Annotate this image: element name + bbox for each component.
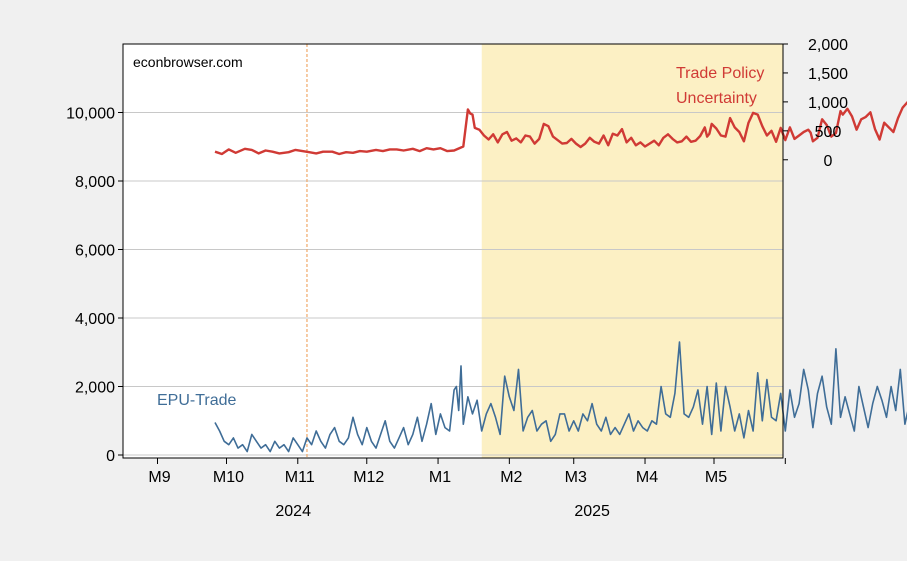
left-axis-tick-label: 6,000	[75, 243, 115, 260]
left-axis-tick-label: 4,000	[75, 311, 115, 328]
left-axis-tick-label: 8,000	[75, 174, 115, 191]
x-axis-year-label: 2025	[574, 503, 610, 520]
x-axis-year-label: 2024	[275, 503, 311, 520]
series-label-trade-policy-uncertainty: Uncertainty	[676, 90, 757, 107]
x-axis-month-label: M4	[636, 469, 658, 486]
right-axis-tick-label: 1,500	[808, 66, 848, 83]
series-label-epu-trade: EPU-Trade	[157, 392, 237, 409]
series-line-epu-trade	[214, 341, 907, 453]
x-axis-month-label: M5	[705, 469, 727, 486]
left-axis-tick-label: 2,000	[75, 380, 115, 397]
x-axis-month-label: M2	[500, 469, 522, 486]
x-axis-month-label: M1	[429, 469, 451, 486]
x-axis-month-label: M10	[213, 469, 244, 486]
right-axis-tick-label: 2,000	[808, 37, 848, 54]
series-label-trade-policy-uncertainty: Trade Policy	[676, 65, 764, 82]
right-axis-tick-label: 0	[824, 153, 833, 170]
plot-area: 0 2,000 4,000 6,000 8,000 10,000 0 500 1,000 1,50…	[66, 37, 907, 520]
right-axis-tick-label: 1,000	[808, 95, 848, 112]
x-axis-month-label: M3	[565, 469, 587, 486]
x-axis-month-label: M11	[285, 469, 315, 486]
watermark: econbrowser.com	[133, 54, 243, 70]
left-axis-tick-label: 10,000	[66, 106, 115, 123]
plot-frame	[122, 43, 784, 459]
series-line-trade-policy-uncertainty	[214, 101, 907, 156]
right-axis-tick-label: 500	[815, 124, 842, 141]
left-axis-tick-label: 0	[106, 448, 115, 465]
x-axis-month-label: M12	[353, 469, 384, 486]
x-axis-month-label: M9	[148, 469, 170, 486]
